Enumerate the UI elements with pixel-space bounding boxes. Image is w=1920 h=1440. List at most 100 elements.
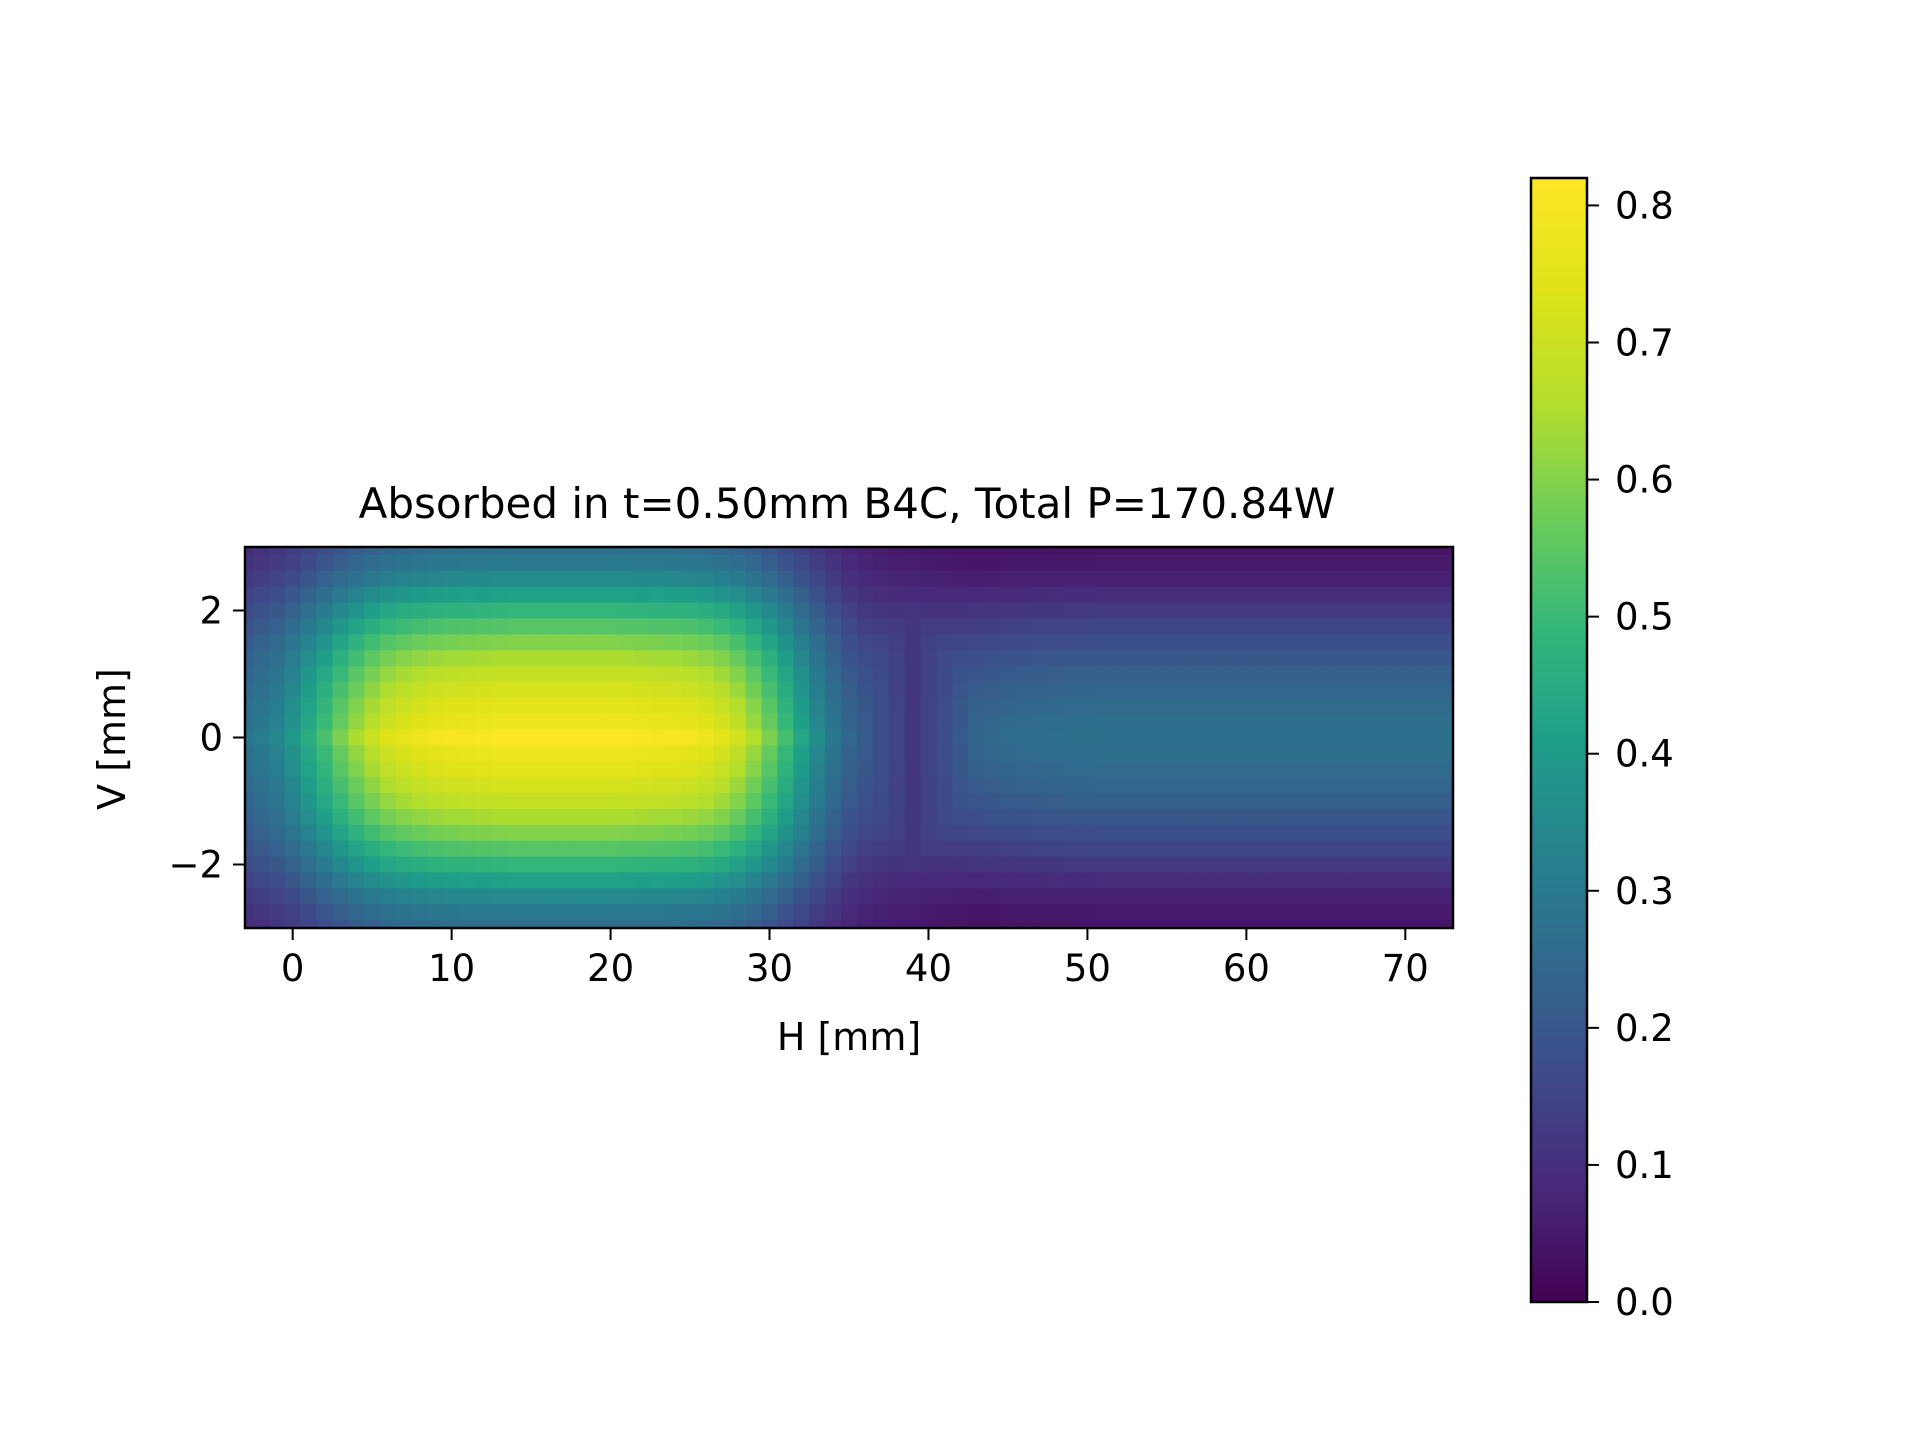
heatmap-cell: [348, 697, 365, 715]
heatmap-cell: [825, 602, 842, 620]
heatmap-cell: [634, 634, 651, 651]
heatmap-cell: [634, 808, 651, 826]
heatmap-cell: [1254, 840, 1271, 858]
heatmap-cell: [411, 793, 429, 810]
heatmap-cell: [1397, 824, 1414, 842]
heatmap-cell: [602, 856, 620, 874]
heatmap-cell: [936, 920, 953, 929]
heatmap-cell: [380, 681, 397, 699]
heatmap-cell: [348, 570, 365, 588]
heatmap-cell: [475, 554, 492, 572]
heatmap-cell: [507, 586, 524, 604]
heatmap-cell: [682, 777, 699, 794]
heatmap-cell: [475, 856, 492, 874]
heatmap-cell: [554, 602, 572, 620]
heatmap-cell: [841, 920, 858, 929]
heatmap-cell: [1111, 618, 1128, 635]
heatmap-cell: [1381, 872, 1398, 889]
heatmap-cell: [984, 793, 1001, 810]
heatmap-cell: [1333, 856, 1351, 874]
heatmap-cell: [936, 808, 953, 826]
heatmap-cell: [618, 793, 636, 810]
heatmap-cell: [245, 920, 254, 929]
heatmap-cell: [936, 650, 953, 667]
heatmap-cell: [570, 761, 588, 778]
heatmap-cell: [1349, 793, 1367, 810]
heatmap-cell: [872, 824, 890, 842]
heatmap-cell: [1413, 904, 1430, 921]
heatmap-cell: [1031, 840, 1049, 858]
heatmap-cell: [396, 602, 413, 620]
heatmap-cell: [920, 856, 938, 874]
heatmap-cell: [1111, 666, 1128, 683]
heatmap-cell: [1381, 761, 1398, 778]
heatmap-cell: [1445, 888, 1454, 905]
heatmap-cell: [427, 793, 445, 810]
heatmap-cell: [1445, 840, 1454, 858]
heatmap-cell: [1397, 745, 1414, 762]
heatmap-cell: [1143, 554, 1160, 572]
heatmap-cell: [443, 618, 461, 635]
heatmap-cell: [284, 713, 302, 731]
heatmap-cell: [1063, 713, 1081, 731]
heatmap-cell: [332, 586, 349, 604]
heatmap-cell: [396, 618, 413, 635]
heatmap-cell: [1047, 570, 1065, 588]
heatmap-cell: [1349, 602, 1367, 620]
heatmap-cell: [777, 713, 794, 731]
heatmap-cell: [316, 697, 334, 715]
heatmap-cell: [650, 650, 667, 667]
heatmap-cell: [1206, 697, 1224, 715]
heatmap-cell: [1095, 697, 1112, 715]
heatmap-cell: [872, 666, 890, 683]
heatmap-cell: [682, 920, 699, 929]
heatmap-cell: [491, 650, 508, 667]
heatmap-cell: [1190, 634, 1208, 651]
heatmap-cell: [1429, 570, 1446, 588]
heatmap-cell: [1238, 904, 1255, 921]
heatmap-cell: [888, 888, 906, 905]
heatmap-cell: [332, 888, 349, 905]
heatmap-cell: [1429, 761, 1446, 778]
heatmap-cell: [268, 586, 286, 604]
heatmap-cell: [316, 729, 334, 747]
heatmap-cell: [952, 808, 969, 826]
heatmap-cell: [1349, 586, 1367, 604]
heatmap-cell: [856, 602, 874, 620]
heatmap-cell: [1349, 618, 1367, 635]
heatmap-cell: [745, 650, 763, 667]
heatmap-cell: [1095, 570, 1112, 588]
heatmap-cell: [1397, 777, 1414, 794]
heatmap-cell: [1254, 777, 1271, 794]
heatmap-cell: [1317, 793, 1335, 810]
heatmap-cell: [427, 904, 445, 921]
heatmap-cell: [1365, 618, 1383, 635]
heatmap-cell: [1079, 554, 1096, 572]
heatmap-cell: [809, 761, 826, 778]
heatmap-cell: [1158, 872, 1176, 889]
heatmap-cell: [523, 650, 540, 667]
heatmap-cell: [411, 761, 429, 778]
heatmap-cell: [1397, 650, 1414, 667]
heatmap-cell: [1317, 840, 1335, 858]
heatmap-cell: [396, 729, 413, 747]
heatmap-cell: [1365, 808, 1383, 826]
heatmap-cell: [332, 729, 349, 747]
heatmap-cell: [1158, 618, 1176, 635]
heatmap-cell: [1349, 713, 1367, 731]
heatmap-cell: [332, 872, 349, 889]
heatmap-cell: [1381, 666, 1398, 683]
heatmap-cell: [1365, 681, 1383, 699]
heatmap-cell: [809, 840, 826, 858]
heatmap-cell: [1397, 729, 1414, 747]
heatmap-cell: [1063, 920, 1081, 929]
heatmap-cell: [1317, 761, 1335, 778]
heatmap-cell: [602, 586, 620, 604]
heatmap-cell: [364, 634, 381, 651]
heatmap-cell: [1381, 904, 1398, 921]
heatmap-cell: [1000, 586, 1017, 604]
heatmap-cell: [245, 666, 254, 683]
heatmap-cell: [507, 602, 524, 620]
heatmap-cell: [1143, 745, 1160, 762]
heatmap-cell: [809, 697, 826, 715]
